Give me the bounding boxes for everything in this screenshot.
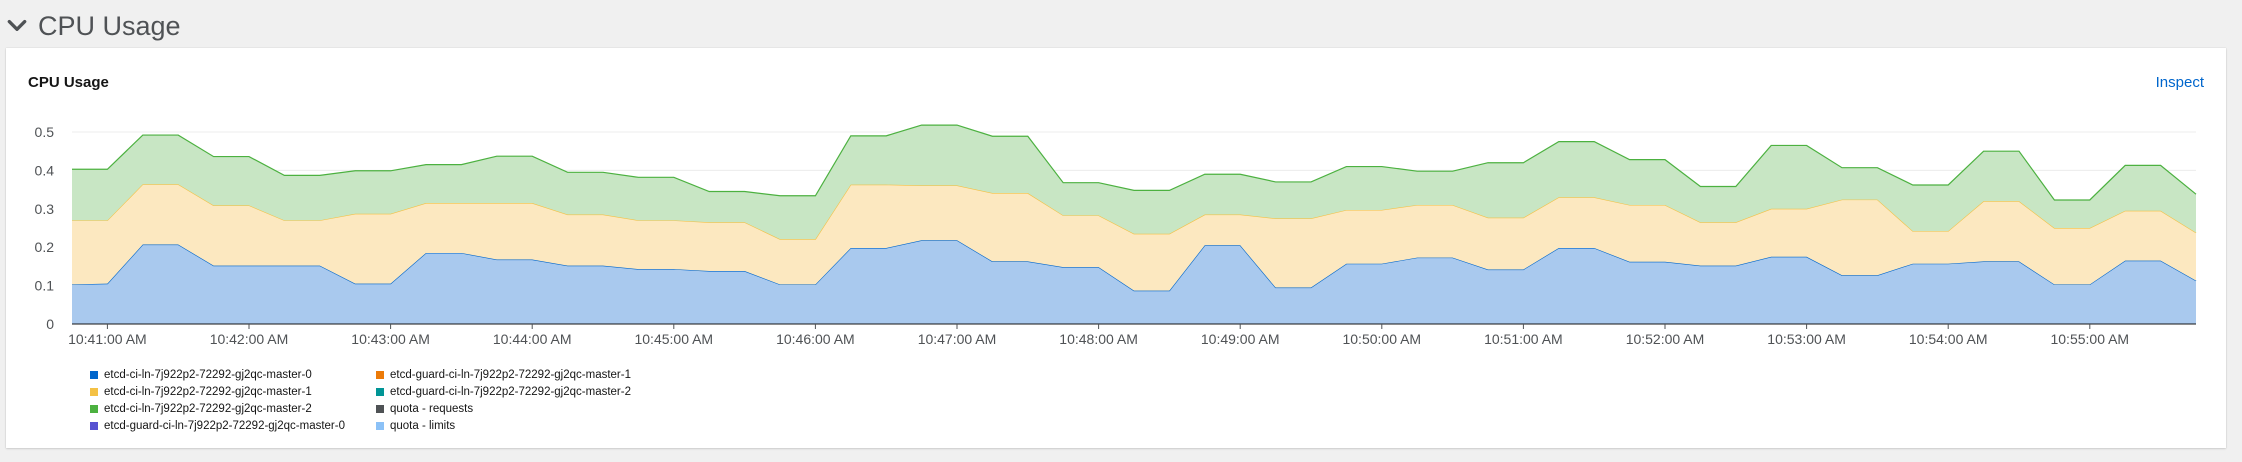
x-tick-label: 10:44:00 AM — [493, 331, 572, 347]
legend-item[interactable]: quota - limits — [376, 417, 676, 434]
legend-item[interactable]: etcd-ci-ln-7j922p2-72292-gj2qc-master-2 — [90, 400, 376, 417]
x-tick-label: 10:48:00 AM — [1059, 331, 1138, 347]
y-tick-label: 0.4 — [35, 162, 55, 178]
chart-legend: etcd-ci-ln-7j922p2-72292-gj2qc-master-0 e… — [90, 366, 676, 434]
area-series-2 — [72, 125, 2196, 240]
legend-item[interactable]: etcd-ci-ln-7j922p2-72292-gj2qc-master-0 — [90, 366, 376, 383]
legend-item[interactable]: etcd-guard-ci-ln-7j922p2-72292-gj2qc-mas… — [376, 383, 676, 400]
area-series-0 — [72, 240, 2196, 324]
x-tick-label: 10:53:00 AM — [1767, 331, 1846, 347]
legend-swatch — [376, 404, 384, 413]
legend-swatch — [376, 421, 384, 430]
x-tick-label: 10:50:00 AM — [1342, 331, 1421, 347]
x-tick-label: 10:54:00 AM — [1909, 331, 1988, 347]
y-tick-label: 0.2 — [35, 239, 55, 255]
legend-item[interactable]: quota - requests — [376, 400, 676, 417]
legend-label: etcd-guard-ci-ln-7j922p2-72292-gj2qc-mas… — [390, 385, 631, 398]
x-tick-label: 10:52:00 AM — [1626, 331, 1705, 347]
legend-label: quota - requests — [390, 402, 474, 415]
y-tick-label: 0.1 — [35, 278, 55, 294]
legend-swatch — [376, 370, 384, 379]
section-title: CPU Usage — [38, 10, 181, 41]
section-toggle[interactable]: CPU Usage — [6, 6, 181, 46]
x-tick-label: 10:41:00 AM — [68, 331, 147, 347]
y-tick-label: 0.5 — [35, 124, 55, 140]
legend-swatch — [90, 404, 98, 413]
area-series-1 — [72, 184, 2196, 291]
legend-label: quota - limits — [390, 419, 456, 432]
inspect-link[interactable]: Inspect — [2155, 74, 2204, 91]
legend-swatch — [376, 387, 384, 396]
x-tick-label: 10:55:00 AM — [2050, 331, 2129, 347]
legend-item[interactable]: etcd-guard-ci-ln-7j922p2-72292-gj2qc-mas… — [90, 417, 376, 434]
legend-swatch — [90, 387, 98, 396]
cpu-usage-card: CPU Usage Inspect 0 0.1 0.2 0.3 0.4 0.5 10:41:… — [6, 48, 2226, 448]
x-tick-label: 10:45:00 AM — [634, 331, 713, 347]
line-series-2 — [72, 124, 2197, 201]
x-tick-label: 10:51:00 AM — [1484, 331, 1563, 347]
legend-label: etcd-guard-ci-ln-7j922p2-72292-gj2qc-mas… — [390, 368, 631, 381]
x-tick-label: 10:43:00 AM — [351, 331, 430, 347]
legend-swatch — [90, 421, 98, 430]
y-tick-label: 0.3 — [35, 201, 55, 217]
x-tick-label: 10:47:00 AM — [918, 331, 997, 347]
legend-item[interactable]: etcd-guard-ci-ln-7j922p2-72292-gj2qc-mas… — [376, 366, 676, 383]
legend-item[interactable]: etcd-ci-ln-7j922p2-72292-gj2qc-master-1 — [90, 383, 376, 400]
legend-label: etcd-ci-ln-7j922p2-72292-gj2qc-master-2 — [104, 402, 312, 415]
cpu-usage-chart: 0 0.1 0.2 0.3 0.4 0.5 10:41:00 AM 10:42:00 AM 10… — [35, 124, 2197, 347]
legend-label: etcd-ci-ln-7j922p2-72292-gj2qc-master-0 — [104, 368, 312, 381]
x-tick-label: 10:42:00 AM — [210, 331, 289, 347]
x-tick-label: 10:46:00 AM — [776, 331, 855, 347]
legend-swatch — [90, 370, 98, 379]
chevron-down-icon — [7, 19, 27, 31]
card-title: CPU Usage — [28, 74, 109, 91]
legend-label: etcd-ci-ln-7j922p2-72292-gj2qc-master-1 — [104, 385, 312, 398]
y-tick-label: 0 — [46, 316, 54, 332]
legend-label: etcd-guard-ci-ln-7j922p2-72292-gj2qc-mas… — [104, 419, 345, 432]
x-tick-label: 10:49:00 AM — [1201, 331, 1280, 347]
